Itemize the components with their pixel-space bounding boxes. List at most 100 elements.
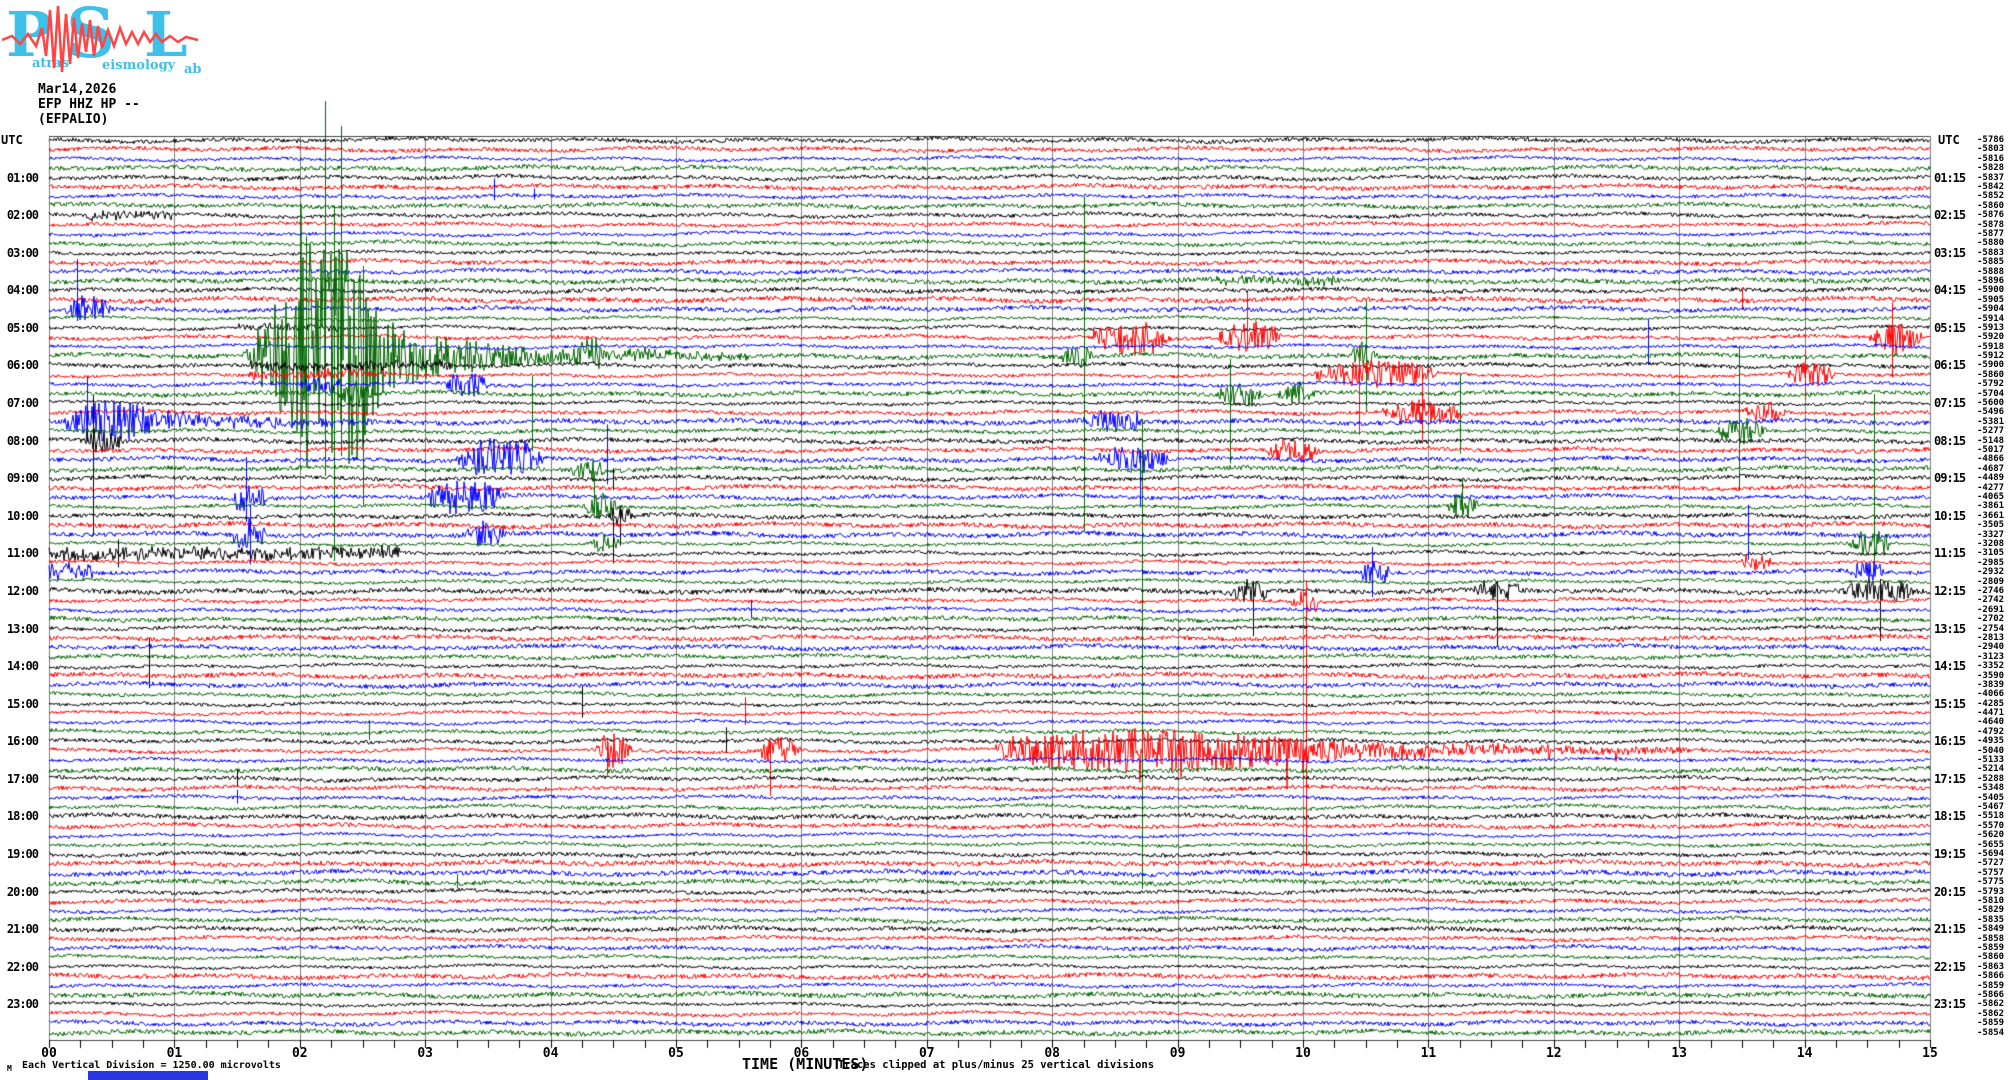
trace-offset-value: -5866 [1977, 971, 2005, 982]
hour-label: 14:00 [6, 659, 39, 674]
trace-offset-value: -4640 [1977, 717, 2005, 728]
trace-offset-value: -5600 [1977, 398, 2005, 409]
trace-offset-value: -4065 [1977, 492, 2005, 502]
trace-offset-value: -5860 [1977, 200, 2005, 211]
trace-offset-value: -5842 [1977, 181, 2005, 192]
minute-tick-label: 14 [1796, 1046, 1813, 1061]
right-time-label: 09:15 [1934, 471, 1966, 486]
right-time-label: 12:15 [1934, 583, 1966, 598]
hour-label: 10:00 [6, 508, 39, 523]
trace-offset-value: -5888 [1977, 266, 2005, 277]
trace-offset-value: -3327 [1977, 529, 2005, 540]
trace-offset-value: -5885 [1977, 257, 2005, 268]
right-time-label: 18:15 [1934, 809, 1966, 824]
trace-offset-value: -5859 [1977, 980, 2005, 991]
trace-offset-value: -5828 [1977, 163, 2005, 174]
trace-offset-value: -5793 [1977, 886, 2005, 897]
trace-offset-value: -5405 [1977, 792, 2005, 803]
trace-offset-value: -5862 [1977, 1008, 2005, 1019]
trace-offset-value: -4792 [1977, 726, 2005, 737]
minute-tick-label: 03 [417, 1046, 434, 1061]
trace-offset-value: -3208 [1977, 538, 2005, 549]
right-time-label: 02:15 [1934, 208, 1966, 223]
trace-offset-value: -5620 [1977, 830, 2005, 841]
hour-label: 16:00 [6, 734, 39, 749]
utc-label-left: UTC [1, 133, 23, 147]
minute-tick-label: 11 [1420, 1046, 1437, 1061]
trace-offset-value: -5496 [1977, 407, 2005, 418]
right-time-label: 21:15 [1934, 922, 1966, 937]
trace-offset-value: -5852 [1977, 191, 2005, 202]
trace-offset-value: -5727 [1977, 858, 2005, 869]
right-time-label: 08:15 [1934, 433, 1966, 448]
trace-offset-value: -2809 [1977, 576, 2005, 587]
trace-offset-value: -5905 [1977, 294, 2005, 305]
minute-tick-label: 02 [291, 1046, 308, 1061]
bottom-status-bar-fragment [88, 1071, 208, 1080]
trace-offset-value: -3105 [1977, 548, 2005, 559]
hour-label: 04:00 [6, 283, 39, 298]
trace-offset-value: -5862 [1977, 999, 2005, 1010]
right-time-label: 23:15 [1934, 997, 1966, 1012]
trace-offset-value: -5518 [1977, 811, 2005, 822]
trace-offset-value: -4285 [1977, 698, 2005, 709]
hour-label: 05:00 [6, 320, 39, 335]
trace-offset-value: -5849 [1977, 924, 2005, 935]
minute-tick-label: 07 [918, 1046, 935, 1061]
trace-offset-value: -2746 [1977, 585, 2005, 596]
trace-offset-value: -5381 [1977, 416, 2005, 427]
trace-offset-value: -3839 [1977, 679, 2005, 690]
trace-offset-value: -5914 [1977, 313, 2005, 324]
trace-offset-value: -5803 [1977, 144, 2005, 155]
trace-offset-value: -4471 [1977, 708, 2005, 719]
hour-label: 01:00 [6, 170, 39, 185]
trace-offset-value: -5920 [1977, 332, 2005, 343]
trace-offset-value: -5896 [1977, 275, 2005, 286]
trace-offset-value: -3352 [1977, 661, 2005, 672]
hour-label: 20:00 [6, 884, 39, 899]
right-time-label: 05:15 [1934, 320, 1966, 335]
minute-tick-label: 15 [1922, 1046, 1938, 1061]
trace-offset-value: -5148 [1977, 435, 2005, 446]
hour-label: 07:00 [6, 396, 39, 411]
trace-offset-value: -5348 [1977, 783, 2005, 794]
trace-offset-value: -2691 [1977, 604, 2005, 615]
trace-offset-value: -5876 [1977, 210, 2005, 221]
right-time-label: 22:15 [1934, 959, 1966, 974]
trace-offset-value: -5859 [1977, 1018, 2005, 1029]
right-time-label: 07:15 [1934, 396, 1966, 411]
trace-offset-value: -5904 [1977, 304, 2005, 315]
minute-tick-label: 09 [1169, 1046, 1186, 1061]
hour-label: 09:00 [6, 471, 39, 486]
hour-label: 17:00 [6, 771, 39, 786]
right-time-label: 11:15 [1934, 546, 1966, 561]
trace-offset-value: -5835 [1977, 914, 2005, 925]
trace-offset-value: -5704 [1977, 388, 2005, 399]
trace-offset-value: -5786 [1977, 135, 2005, 145]
trace-offset-value: -5912 [1977, 351, 2005, 362]
trace-offset-value: -2742 [1977, 595, 2005, 606]
minute-tick-label: 05 [668, 1046, 684, 1061]
minute-tick-label: 12 [1545, 1046, 1562, 1061]
trace-offset-value: -5757 [1977, 867, 2005, 878]
trace-offset-value: -5863 [1977, 961, 2005, 972]
trace-offset-value: -5859 [1977, 942, 2005, 953]
vertical-scale-note: Each Vertical Division = 1250.00 microvo… [22, 1060, 281, 1071]
trace-offset-value: -3861 [1977, 501, 2005, 512]
trace-offset-value: -5694 [1977, 849, 2005, 860]
hour-label: 11:00 [6, 546, 39, 561]
trace-offset-value: -4687 [1977, 463, 2005, 474]
trace-offset-value: -4935 [1977, 736, 2005, 747]
hour-label: 06:00 [6, 358, 39, 373]
trace-offset-value: -5467 [1977, 802, 2005, 813]
hour-label: 19:00 [6, 847, 39, 862]
trace-offset-value: -3123 [1977, 651, 2005, 662]
x-axis-title: TIME (MINUTES) [742, 1055, 869, 1073]
trace-offset-value: -5040 [1977, 745, 2005, 756]
minute-tick-label: 08 [1044, 1046, 1061, 1061]
trace-offset-value: -5277 [1977, 426, 2005, 437]
hour-label: 12:00 [6, 583, 39, 598]
right-time-label: 14:15 [1934, 659, 1966, 674]
trace-offset-value: -2932 [1977, 567, 2005, 578]
